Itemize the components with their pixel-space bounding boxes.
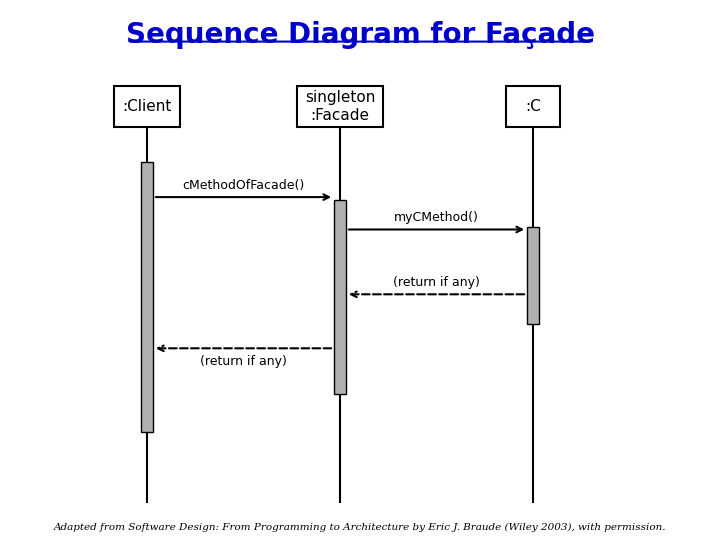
FancyBboxPatch shape (297, 86, 383, 127)
Text: :C: :C (525, 99, 541, 114)
FancyBboxPatch shape (506, 86, 559, 127)
FancyBboxPatch shape (114, 86, 180, 127)
Text: Adapted from Software Design: From Programming to Architecture by Eric J. Braude: Adapted from Software Design: From Progr… (54, 523, 666, 532)
Bar (141, 162, 153, 432)
Text: Sequence Diagram for Façade: Sequence Diagram for Façade (125, 21, 595, 49)
Text: cMethodOfFacade(): cMethodOfFacade() (182, 179, 305, 192)
Bar (527, 227, 539, 324)
Text: :Client: :Client (122, 99, 172, 114)
Text: singleton
:Facade: singleton :Facade (305, 90, 375, 123)
Text: (return if any): (return if any) (200, 355, 287, 368)
Text: (return if any): (return if any) (393, 276, 480, 289)
Bar (334, 200, 346, 394)
Text: myCMethod(): myCMethod() (394, 211, 479, 224)
